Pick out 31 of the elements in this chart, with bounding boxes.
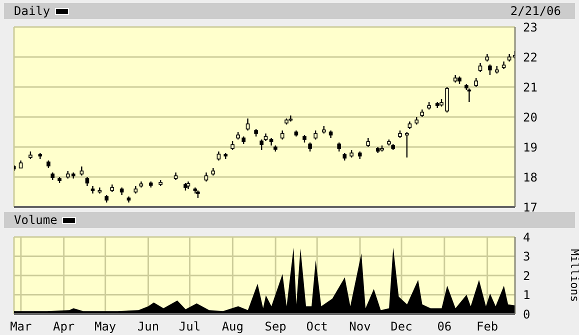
- y-tick-label: 22: [523, 50, 538, 64]
- y-tick-label: 18: [523, 170, 538, 184]
- y-tick-label: 21: [523, 80, 538, 94]
- y-tick-label: 2: [523, 268, 530, 283]
- y-tick-label: 23: [523, 20, 538, 34]
- y-tick-label: 4: [523, 230, 530, 244]
- candlestick: [405, 131, 409, 158]
- x-tick-label: Dec: [390, 320, 412, 334]
- x-tick-label: 06: [437, 320, 452, 334]
- candlestick: [246, 118, 250, 132]
- chart-title: Daily: [14, 3, 52, 19]
- x-tick-label: Apr: [52, 320, 75, 334]
- x-tick-label: Mar: [10, 320, 32, 334]
- x-tick-label: Oct: [306, 320, 328, 334]
- y-tick-label: 3: [523, 250, 530, 264]
- chart-title: Volume: [14, 212, 58, 228]
- y-tick-label: 17: [523, 200, 538, 214]
- x-tick-label: Jul: [178, 320, 201, 334]
- y-tick-label: 1: [523, 288, 530, 302]
- x-tick-label: Feb: [476, 320, 498, 334]
- text: 2/21/06: [510, 3, 561, 19]
- x-tick-label: Aug: [222, 320, 244, 334]
- y-tick-label: 19: [523, 140, 538, 154]
- x-tick-label: Jun: [137, 320, 160, 334]
- x-tick-label: Sep: [264, 320, 286, 334]
- y-tick-label: 20: [523, 110, 538, 124]
- candlestick: [467, 88, 472, 103]
- y-tick-label: 0: [523, 307, 530, 322]
- candlestick: [488, 64, 492, 76]
- x-tick-label: May: [94, 320, 116, 334]
- x-tick-label: Nov: [349, 320, 371, 334]
